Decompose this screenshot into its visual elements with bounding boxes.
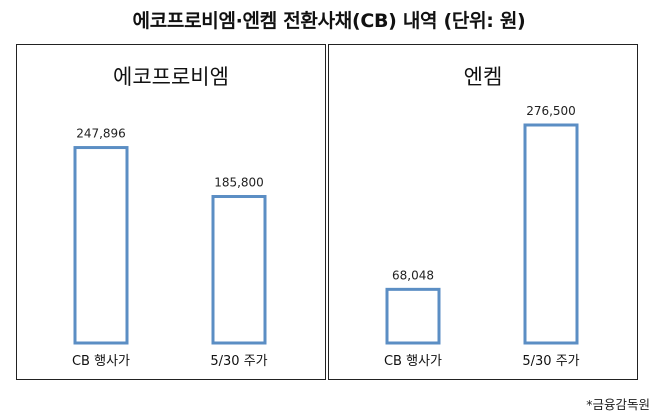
bar-plot-ecoprobm: 247,896 CB 행사가 185,800 5/30 주가	[72, 127, 268, 369]
bar-plot-enchem: 68,048 CB 행사가 276,500 5/30 주가	[384, 104, 580, 369]
value-label: 247,896	[76, 127, 126, 141]
value-label: 185,800	[214, 176, 264, 190]
source-note: *금융감독원	[586, 397, 650, 412]
value-label: 276,500	[526, 104, 576, 118]
category-label: CB 행사가	[384, 353, 442, 369]
panel-enchem: 엔켐 68,048 CB 행사가 276,500 5/30 주가	[328, 44, 638, 380]
bar-stock-price-0530	[523, 123, 579, 345]
panel-title-enchem: 엔켐	[463, 65, 503, 89]
category-label: 5/30 주가	[210, 354, 267, 369]
value-label: 68,048	[392, 268, 434, 282]
panel-title-ecoprobm: 에코프로비엠	[113, 65, 229, 89]
bar-cb-exercise-price	[385, 287, 441, 345]
panel-ecoprobm: 에코프로비엠 247,896 CB 행사가 185,800 5/30 주가	[16, 44, 326, 380]
bar-stock-price-0530	[211, 195, 267, 345]
bar-cb-exercise-price	[73, 146, 129, 345]
chart-title: 에코프로비엠·엔켐 전환사채(CB) 내역 (단위: 원)	[132, 10, 526, 32]
category-label: 5/30 주가	[522, 354, 579, 369]
category-label: CB 행사가	[72, 353, 130, 369]
